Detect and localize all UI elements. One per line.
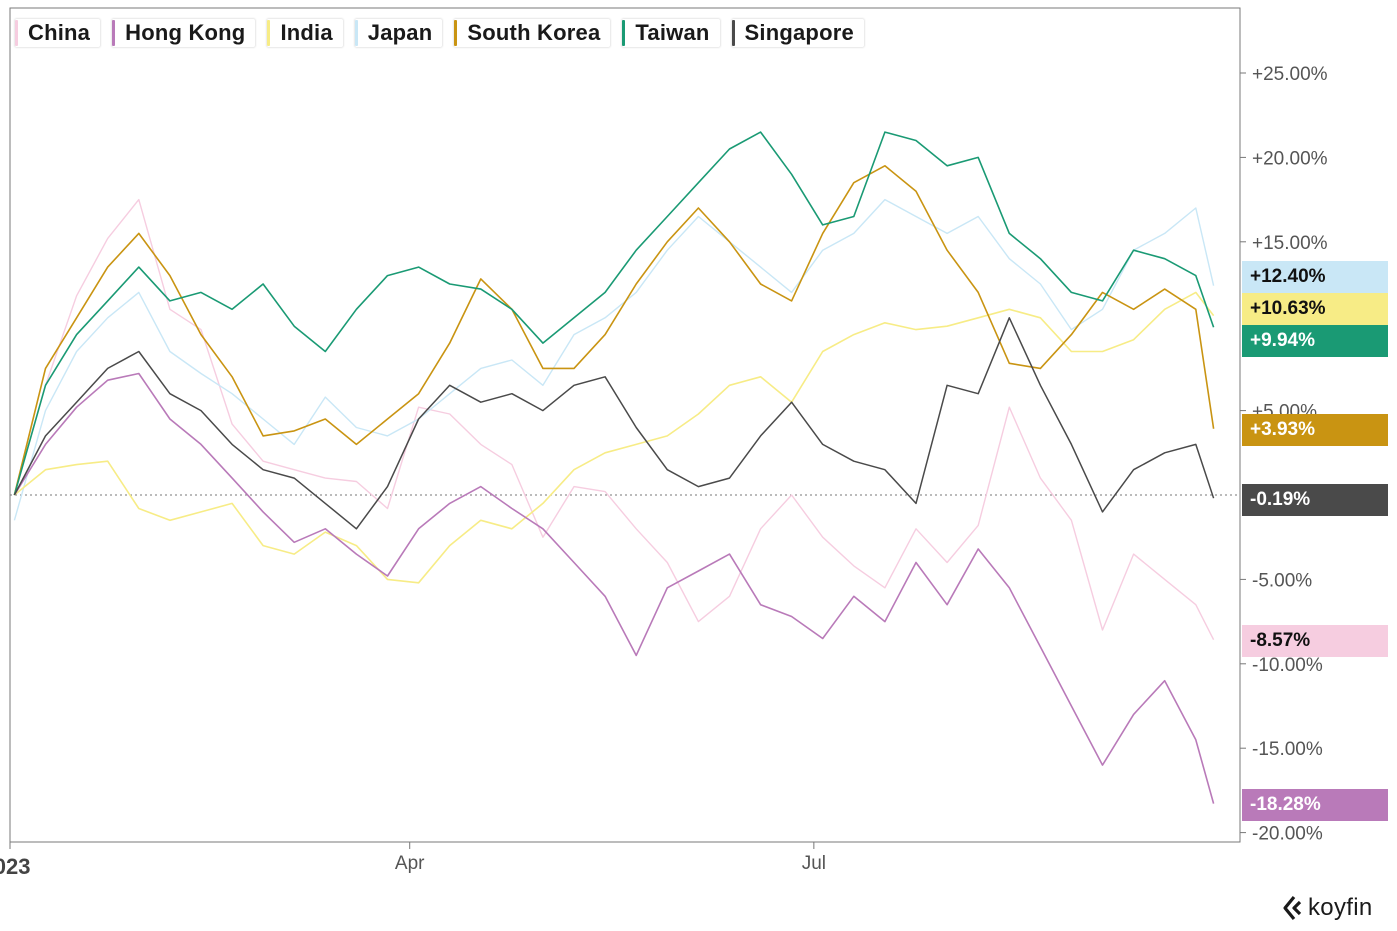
last-value-label-taiwan: +9.94% [1242, 325, 1388, 357]
last-value-label-japan: +12.40% [1242, 261, 1388, 293]
legend-swatch-hong-kong [112, 20, 116, 46]
legend-swatch-singapore [731, 20, 735, 46]
plot-frame [9, 7, 1241, 843]
legend-swatch-south-korea [454, 20, 458, 46]
legend-item-singapore[interactable]: Singapore [730, 18, 865, 48]
legend-item-hong-kong[interactable]: Hong Kong [111, 18, 257, 48]
legend-item-india[interactable]: India [266, 18, 344, 48]
y-tick-label: +20.00% [1252, 148, 1328, 169]
last-value-label-south-korea: +3.93% [1242, 414, 1388, 446]
legend-item-south-korea[interactable]: South Korea [453, 18, 612, 48]
x-tick-label: 2023 [0, 854, 30, 879]
legend-label-hong-kong: Hong Kong [125, 20, 246, 45]
brand-logo: koyfin [1282, 894, 1373, 922]
last-value-label-singapore: -0.19% [1242, 484, 1388, 516]
x-axis: 2023 Apr Jul [0, 842, 826, 879]
series-line-india [13, 291, 1215, 584]
legend-label-china: China [28, 20, 91, 45]
series-lines [13, 131, 1215, 804]
series-line-singapore [13, 317, 1215, 530]
koyfin-logo-icon [1283, 895, 1302, 921]
legend-swatch-japan [354, 20, 358, 46]
legend-label-japan: Japan [367, 20, 433, 45]
y-tick-label: +25.00% [1252, 64, 1328, 85]
y-axis: +25.00%+20.00%+15.00%+5.00%-5.00%-10.00%… [1240, 64, 1328, 845]
x-tick-label: Jul [802, 853, 826, 874]
legend-label-south-korea: South Korea [467, 20, 601, 45]
legend-swatch-china [15, 20, 18, 46]
series-line-taiwan [13, 131, 1215, 496]
last-value-label-hong-kong: -18.28% [1242, 789, 1388, 821]
legend-swatch-india [267, 20, 271, 46]
y-tick-label: -15.00% [1252, 739, 1323, 760]
x-tick-label: Apr [395, 853, 425, 874]
y-tick-label: -5.00% [1252, 570, 1312, 591]
last-value-label-india: +10.63% [1242, 293, 1388, 325]
legend-swatch-taiwan [622, 20, 626, 46]
series-line-japan [13, 198, 1215, 521]
legend: China Hong Kong India Japan South Korea … [14, 18, 865, 48]
series-line-hong-kong [13, 372, 1215, 804]
y-tick-label: -20.00% [1252, 824, 1323, 845]
legend-item-china[interactable]: China [14, 18, 102, 48]
last-value-label-china: -8.57% [1242, 625, 1388, 657]
legend-item-taiwan[interactable]: Taiwan [621, 18, 721, 48]
series-line-china [13, 198, 1215, 641]
y-tick-label: +15.00% [1252, 233, 1328, 254]
legend-item-japan[interactable]: Japan [353, 18, 444, 48]
series-line-south-korea [13, 165, 1215, 496]
brand-name: koyfin [1308, 894, 1373, 921]
legend-label-singapore: Singapore [744, 20, 854, 45]
y-tick-label: -10.00% [1252, 655, 1323, 676]
legend-label-taiwan: Taiwan [635, 20, 710, 45]
legend-label-india: India [280, 20, 333, 45]
